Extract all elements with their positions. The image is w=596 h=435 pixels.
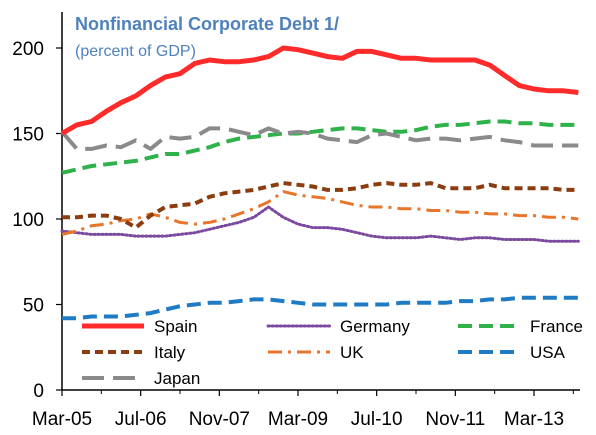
legend-label-italy: Italy bbox=[154, 343, 186, 362]
x-tick-label: Mar-13 bbox=[504, 409, 564, 430]
x-tick-label: Jul-06 bbox=[115, 409, 167, 430]
y-tick-label: 150 bbox=[12, 125, 44, 146]
legend-label-usa: USA bbox=[530, 343, 566, 362]
legend-label-france: France bbox=[530, 317, 583, 336]
series-line-italy bbox=[62, 181, 579, 230]
series-line-usa bbox=[62, 295, 579, 321]
chart-subtitle: (percent of GDP) bbox=[75, 43, 196, 60]
title-block: Nonfinancial Corporate Debt 1/ (percent … bbox=[75, 14, 339, 60]
legend: Spain Germany France Italy UK USA Japan bbox=[82, 317, 583, 388]
x-tick-label: Mar-09 bbox=[268, 409, 328, 430]
series-line-uk bbox=[61, 190, 579, 236]
axes: 0 50 100 150 200 Mar-05 Jul-06 Nov-07 Mar-09 Jul-… bbox=[12, 12, 580, 430]
y-tick-label: 0 bbox=[33, 381, 44, 402]
y-tick-label: 50 bbox=[23, 296, 44, 317]
x-tick-label: Nov-11 bbox=[425, 409, 485, 430]
x-tick-label: Nov-07 bbox=[189, 409, 250, 430]
legend-label-japan: Japan bbox=[154, 369, 200, 388]
series-layer bbox=[60, 45, 580, 321]
series-line-france bbox=[61, 119, 579, 175]
y-tick-label: 200 bbox=[12, 39, 44, 60]
chart-title: Nonfinancial Corporate Debt 1/ bbox=[75, 14, 339, 34]
x-tick-label: Jul-10 bbox=[351, 409, 403, 430]
series-line-germany bbox=[60, 205, 580, 243]
y-tick-label: 100 bbox=[12, 210, 44, 231]
legend-label-uk: UK bbox=[340, 343, 364, 362]
x-tick-label: Mar-05 bbox=[32, 409, 92, 430]
series-line-spain bbox=[60, 45, 579, 136]
legend-label-spain: Spain bbox=[154, 317, 197, 336]
series-line-japan bbox=[60, 126, 579, 151]
legend-label-germany: Germany bbox=[340, 317, 410, 336]
